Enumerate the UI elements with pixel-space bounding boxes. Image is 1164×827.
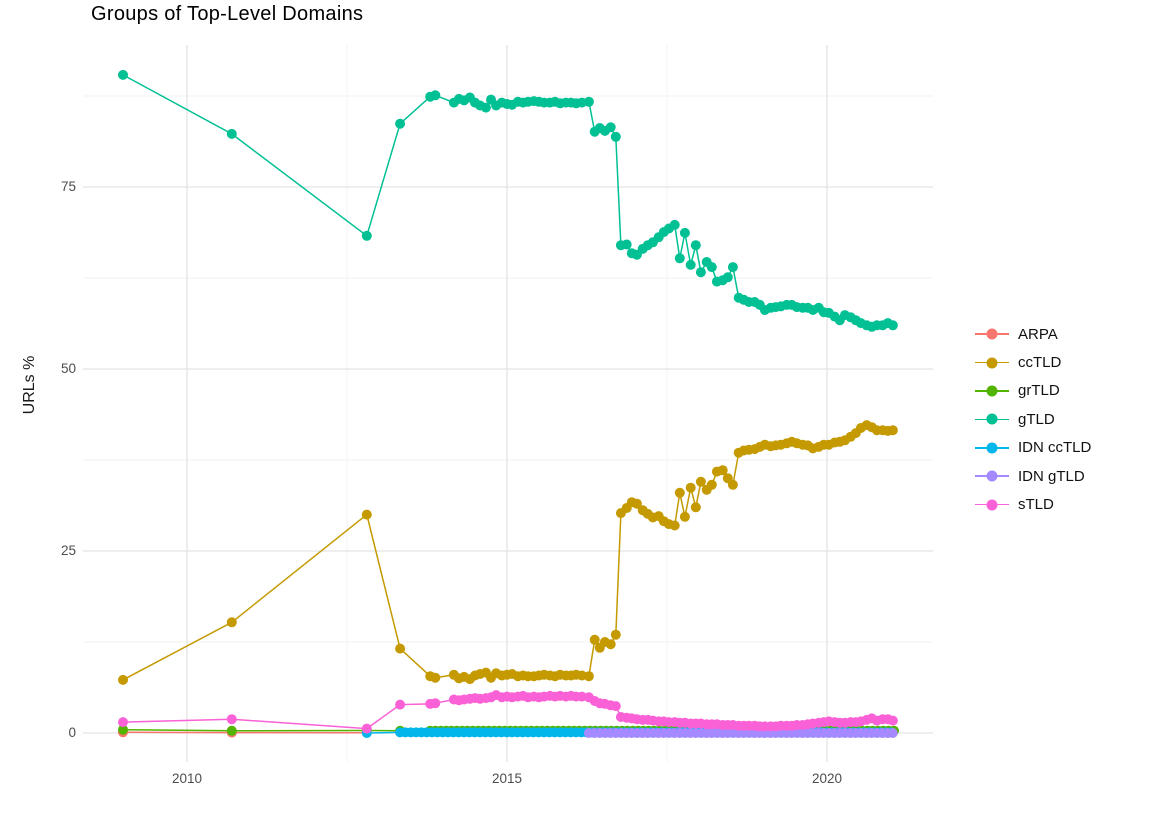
data-point-cctld — [674, 487, 685, 498]
data-point-cctld — [695, 476, 706, 487]
legend-key-icon — [975, 356, 1009, 369]
data-point-cctld — [706, 479, 717, 490]
chart-title: Groups of Top-Level Domains — [91, 3, 364, 25]
data-point-cctld — [690, 502, 701, 513]
data-point-cctld — [605, 639, 616, 650]
data-point-gtld — [605, 122, 616, 133]
data-point-cctld — [631, 498, 642, 509]
data-point-grtld — [226, 725, 237, 736]
series-lines — [122, 74, 894, 734]
x-tick-label: 2010 — [171, 771, 203, 786]
series-points-cctld — [118, 420, 898, 685]
legend-key-dot — [986, 357, 998, 369]
data-point-gtld — [887, 320, 898, 331]
legend-key-icon — [975, 328, 1009, 341]
data-point-gtld — [685, 259, 696, 270]
data-point-gtld — [583, 96, 594, 107]
data-point-cctld — [887, 425, 898, 436]
data-point-gtld — [690, 240, 701, 251]
gridlines — [83, 45, 933, 762]
legend-item-idn-cctld: IDN ccTLD — [975, 434, 1091, 462]
legend-item-cctld: ccTLD — [975, 348, 1091, 376]
legend-key-dot — [986, 442, 998, 454]
y-tick-label: 25 — [60, 543, 76, 558]
data-point-stld — [887, 715, 898, 726]
legend-key-dot — [986, 470, 998, 482]
legend-item-idn-gtld: IDN gTLD — [975, 462, 1091, 490]
data-point-gtld — [621, 239, 632, 250]
data-point-idn-gtld — [887, 728, 898, 738]
legend-key-icon — [975, 384, 1009, 397]
series-line-gtld — [122, 74, 894, 328]
x-tick-label: 2020 — [811, 771, 843, 786]
data-point-gtld — [722, 272, 733, 283]
data-point-cctld — [717, 465, 728, 476]
data-point-cctld — [610, 629, 621, 640]
legend-label: IDN ccTLD — [1018, 439, 1092, 457]
data-point-cctld — [118, 674, 128, 685]
legend-label: ccTLD — [1018, 354, 1062, 372]
data-point-gtld — [118, 69, 128, 80]
legend-label: grTLD — [1018, 382, 1060, 400]
series-points-idn-gtld — [583, 728, 898, 738]
data-point-cctld — [583, 671, 594, 682]
data-point-gtld — [706, 262, 717, 273]
data-point-cctld — [589, 634, 600, 645]
data-point-cctld — [226, 617, 237, 628]
data-point-gtld — [361, 230, 372, 241]
data-point-stld — [395, 699, 406, 710]
data-point-cctld — [361, 509, 372, 520]
data-point-gtld — [226, 128, 237, 139]
data-point-stld — [610, 701, 621, 712]
y-tick-label: 75 — [60, 179, 76, 194]
legend-key-dot — [986, 328, 998, 340]
legend-item-grtld: grTLD — [975, 377, 1091, 405]
legend-item-arpa: ARPA — [975, 320, 1091, 348]
legend-label: gTLD — [1018, 410, 1055, 428]
data-point-cctld — [395, 643, 406, 654]
data-point-cctld — [669, 520, 680, 531]
legend-label: sTLD — [1018, 496, 1054, 514]
data-point-gtld — [395, 118, 406, 129]
legend-key-icon — [975, 441, 1009, 454]
series-points — [118, 69, 899, 738]
data-point-grtld — [118, 724, 128, 735]
legend: ARPA ccTLD grTLD gTLD IDN ccTLD IDN gTLD sTLD — [975, 320, 1091, 519]
x-tick-label: 2015 — [491, 771, 523, 786]
y-tick-label: 50 — [60, 361, 76, 376]
legend-label: ARPA — [1018, 325, 1058, 343]
data-point-gtld — [695, 267, 706, 278]
data-point-gtld — [480, 102, 491, 113]
data-point-gtld — [669, 219, 680, 230]
data-point-gtld — [727, 262, 738, 273]
data-point-cctld — [727, 479, 738, 490]
data-point-stld — [361, 723, 372, 734]
data-point-cctld — [685, 482, 696, 493]
data-point-gtld — [430, 90, 441, 101]
legend-item-stld: sTLD — [975, 490, 1091, 518]
data-point-stld — [226, 714, 237, 725]
series-points-stld — [118, 690, 898, 734]
y-tick-label: 0 — [68, 725, 76, 740]
data-point-stld — [118, 717, 128, 728]
data-point-cctld — [679, 511, 690, 522]
data-point-gtld — [679, 227, 690, 238]
legend-key-dot — [986, 413, 998, 425]
legend-key-dot — [986, 499, 998, 511]
data-point-gtld — [674, 253, 685, 264]
data-point-stld — [430, 698, 441, 709]
legend-item-gtld: gTLD — [975, 405, 1091, 433]
legend-key-icon — [975, 413, 1009, 426]
series-points-gtld — [118, 69, 898, 332]
data-point-cctld — [430, 672, 441, 683]
data-point-gtld — [610, 131, 621, 142]
legend-label: IDN gTLD — [1018, 467, 1085, 485]
legend-key-icon — [975, 498, 1009, 511]
legend-key-icon — [975, 470, 1009, 483]
legend-key-dot — [986, 385, 998, 397]
series-line-arpa — [122, 731, 367, 734]
